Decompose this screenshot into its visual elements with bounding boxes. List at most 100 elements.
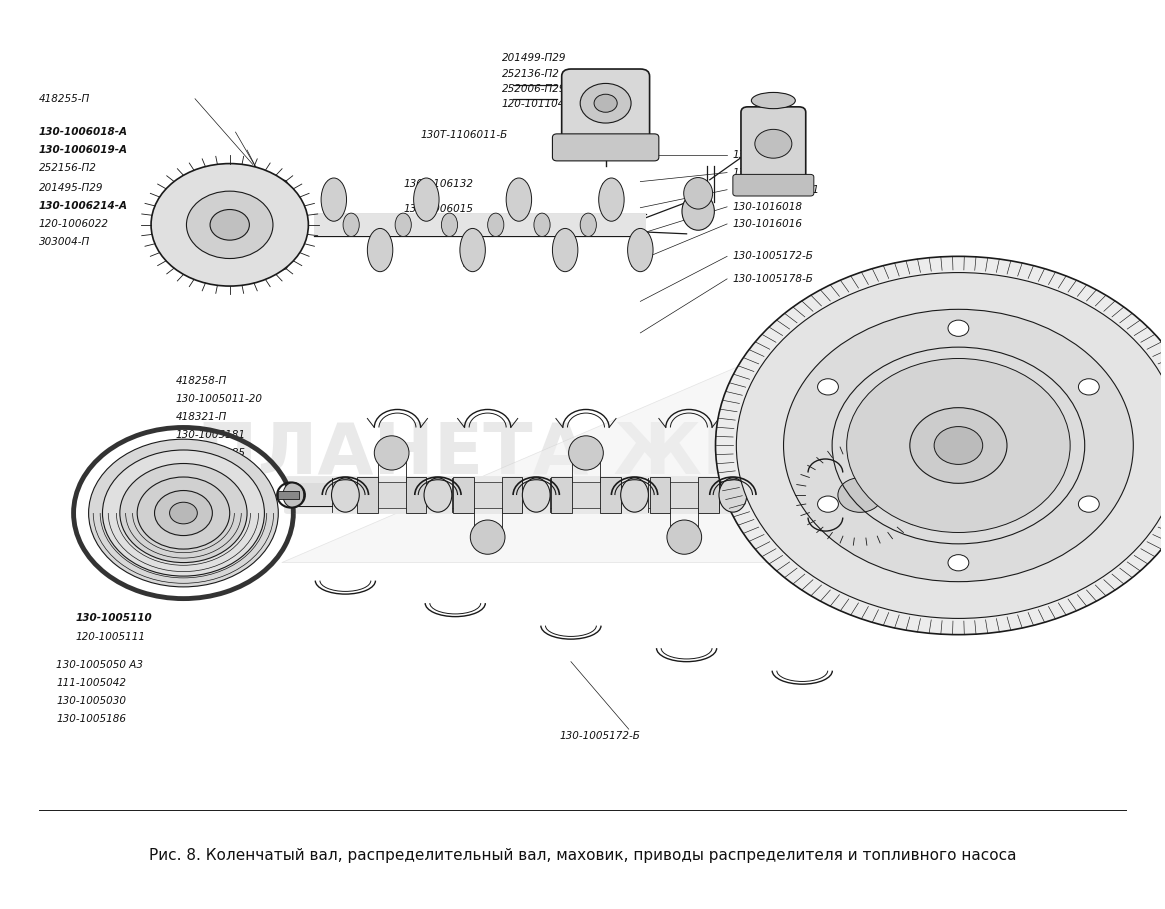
- Text: 130-1106132: 130-1106132: [403, 179, 473, 189]
- Text: 130-1006018-А: 130-1006018-А: [38, 127, 128, 137]
- Bar: [405, 477, 426, 513]
- Ellipse shape: [506, 178, 531, 221]
- Circle shape: [594, 95, 617, 112]
- Circle shape: [847, 358, 1071, 533]
- Ellipse shape: [471, 520, 504, 554]
- Circle shape: [137, 477, 230, 549]
- Bar: [551, 477, 572, 513]
- Bar: [315, 214, 647, 235]
- Text: 130-1005127: 130-1005127: [987, 482, 1058, 492]
- FancyBboxPatch shape: [552, 134, 659, 161]
- Circle shape: [910, 407, 1007, 484]
- Ellipse shape: [621, 478, 649, 512]
- Ellipse shape: [682, 193, 714, 230]
- Text: 130-1005030: 130-1005030: [56, 696, 126, 706]
- Text: 258040-П8: 258040-П8: [987, 415, 1045, 425]
- Text: 130-1005027: 130-1005027: [883, 604, 953, 614]
- Text: 130-1005011-20: 130-1005011-20: [176, 394, 262, 404]
- Text: 252136-П2: 252136-П2: [502, 68, 559, 78]
- Circle shape: [784, 309, 1134, 582]
- Text: 252006-П29: 252006-П29: [502, 84, 566, 94]
- Text: 130-1005178-Б: 130-1005178-Б: [733, 274, 813, 284]
- Ellipse shape: [424, 478, 452, 512]
- FancyBboxPatch shape: [562, 69, 650, 151]
- Text: 418258-П: 418258-П: [176, 375, 227, 385]
- Circle shape: [1079, 379, 1100, 395]
- Bar: [288, 484, 332, 505]
- Ellipse shape: [367, 228, 393, 272]
- Text: 306621-П: 306621-П: [987, 464, 1038, 474]
- Text: 303004-П: 303004-П: [38, 237, 90, 247]
- Text: 252156-П2: 252156-П2: [38, 163, 97, 173]
- Circle shape: [736, 273, 1165, 618]
- Ellipse shape: [599, 178, 624, 221]
- Circle shape: [186, 191, 273, 258]
- Ellipse shape: [751, 93, 796, 109]
- Bar: [452, 483, 522, 507]
- Ellipse shape: [343, 213, 359, 236]
- Text: 130-1005181: 130-1005181: [176, 430, 246, 440]
- Bar: [600, 477, 621, 513]
- Ellipse shape: [374, 435, 409, 470]
- Bar: [502, 477, 522, 513]
- Circle shape: [120, 464, 247, 563]
- Circle shape: [805, 452, 916, 538]
- Text: 418255-П: 418255-П: [38, 94, 90, 104]
- Ellipse shape: [442, 213, 458, 236]
- FancyBboxPatch shape: [741, 107, 806, 190]
- Circle shape: [170, 503, 197, 524]
- Circle shape: [103, 450, 264, 576]
- Ellipse shape: [552, 228, 578, 272]
- Text: 130-1005120 А2: 130-1005120 А2: [987, 344, 1074, 354]
- Text: 120-1006022: 120-1006022: [38, 219, 108, 229]
- FancyBboxPatch shape: [733, 175, 814, 196]
- FancyBboxPatch shape: [218, 180, 288, 270]
- Text: 130-1005115: 130-1005115: [987, 377, 1058, 387]
- Bar: [356, 477, 377, 513]
- Text: 130-1006214-А: 130-1006214-А: [38, 201, 128, 211]
- Text: 130-1016016: 130-1016016: [733, 219, 803, 229]
- Text: 418321-П: 418321-П: [176, 412, 227, 422]
- Bar: [550, 483, 621, 507]
- Circle shape: [715, 256, 1165, 634]
- Ellipse shape: [488, 213, 503, 236]
- Text: 130-1005179-Б: 130-1005179-Б: [883, 580, 965, 590]
- Bar: [278, 492, 299, 499]
- Circle shape: [818, 379, 839, 395]
- Text: 130-1016018: 130-1016018: [733, 202, 803, 212]
- Text: 201495-П29: 201495-П29: [38, 183, 104, 193]
- Text: 130-1005172-Б: 130-1005172-Б: [559, 731, 641, 741]
- Circle shape: [838, 478, 882, 513]
- Circle shape: [1079, 496, 1100, 513]
- Bar: [698, 477, 719, 513]
- Polygon shape: [282, 275, 953, 563]
- Ellipse shape: [666, 520, 701, 554]
- Ellipse shape: [628, 228, 654, 272]
- Text: 130Т-1106011-Б: 130Т-1106011-Б: [421, 130, 508, 140]
- Text: 130-1005172-Б: 130-1005172-Б: [733, 252, 813, 262]
- Ellipse shape: [460, 228, 486, 272]
- Circle shape: [89, 439, 278, 587]
- Text: 250870-П: 250870-П: [987, 433, 1038, 443]
- Text: 201499-П29: 201499-П29: [502, 54, 566, 64]
- Circle shape: [210, 209, 249, 240]
- Text: 130-1006015: 130-1006015: [403, 204, 473, 214]
- Ellipse shape: [569, 435, 603, 470]
- Text: ПЛАНЕТА ЖЕЛЕЗА: ПЛАНЕТА ЖЕЛЕЗА: [197, 420, 968, 489]
- Ellipse shape: [812, 478, 839, 512]
- Ellipse shape: [580, 213, 596, 236]
- Text: 111-1005042: 111-1005042: [56, 678, 126, 688]
- Circle shape: [948, 554, 969, 571]
- Bar: [649, 483, 719, 507]
- Ellipse shape: [322, 178, 346, 221]
- Ellipse shape: [283, 483, 304, 507]
- Text: 130-1016012: 130-1016012: [733, 151, 803, 161]
- Text: 130-1005185: 130-1005185: [176, 448, 246, 458]
- Circle shape: [755, 129, 792, 158]
- Bar: [747, 483, 812, 507]
- Text: 130-1016020-11: 130-1016020-11: [733, 185, 820, 195]
- Ellipse shape: [522, 478, 550, 512]
- Ellipse shape: [414, 178, 439, 221]
- Bar: [453, 477, 474, 513]
- Circle shape: [151, 164, 309, 286]
